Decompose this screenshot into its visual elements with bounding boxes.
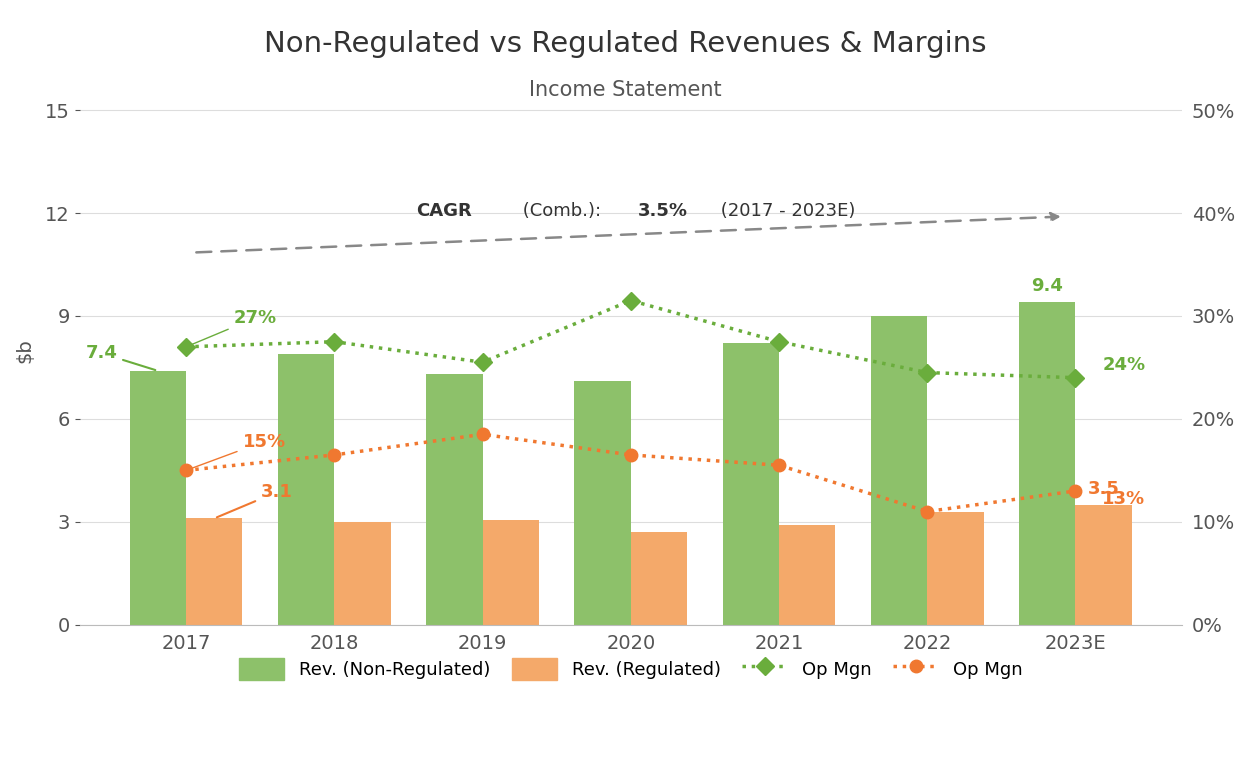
Text: 7.4: 7.4 (86, 344, 155, 370)
Bar (278, 353, 334, 625)
Text: (Comb.):: (Comb.): (516, 202, 606, 220)
Text: 9.4: 9.4 (1031, 277, 1064, 296)
Text: Income Statement: Income Statement (529, 80, 721, 100)
Text: 3.5: 3.5 (1088, 480, 1120, 498)
Text: (2017 - 2023E): (2017 - 2023E) (715, 202, 856, 220)
Bar (482, 520, 539, 625)
Bar (1019, 302, 1075, 625)
Text: 13%: 13% (1102, 490, 1145, 508)
Text: 3.5%: 3.5% (639, 202, 689, 220)
Bar (928, 511, 984, 625)
Bar (631, 532, 688, 625)
Bar (130, 371, 186, 625)
Bar (871, 316, 927, 625)
Bar (575, 382, 631, 625)
Bar (334, 522, 391, 625)
Y-axis label: $b: $b (15, 338, 34, 363)
Text: 27%: 27% (189, 309, 276, 346)
Bar (426, 374, 483, 625)
Text: Non-Regulated vs Regulated Revenues & Margins: Non-Regulated vs Regulated Revenues & Ma… (264, 30, 986, 59)
Text: 3.1: 3.1 (216, 483, 292, 518)
Text: 15%: 15% (189, 432, 285, 470)
Bar (186, 518, 242, 625)
Text: 24%: 24% (1102, 356, 1145, 375)
Bar (722, 344, 779, 625)
Bar (1075, 505, 1131, 625)
Legend: Rev. (Non-Regulated), Rev. (Regulated), Op Mgn, Op Mgn: Rev. (Non-Regulated), Rev. (Regulated), … (232, 651, 1030, 687)
Bar (779, 525, 835, 625)
Text: CAGR: CAGR (416, 202, 471, 220)
